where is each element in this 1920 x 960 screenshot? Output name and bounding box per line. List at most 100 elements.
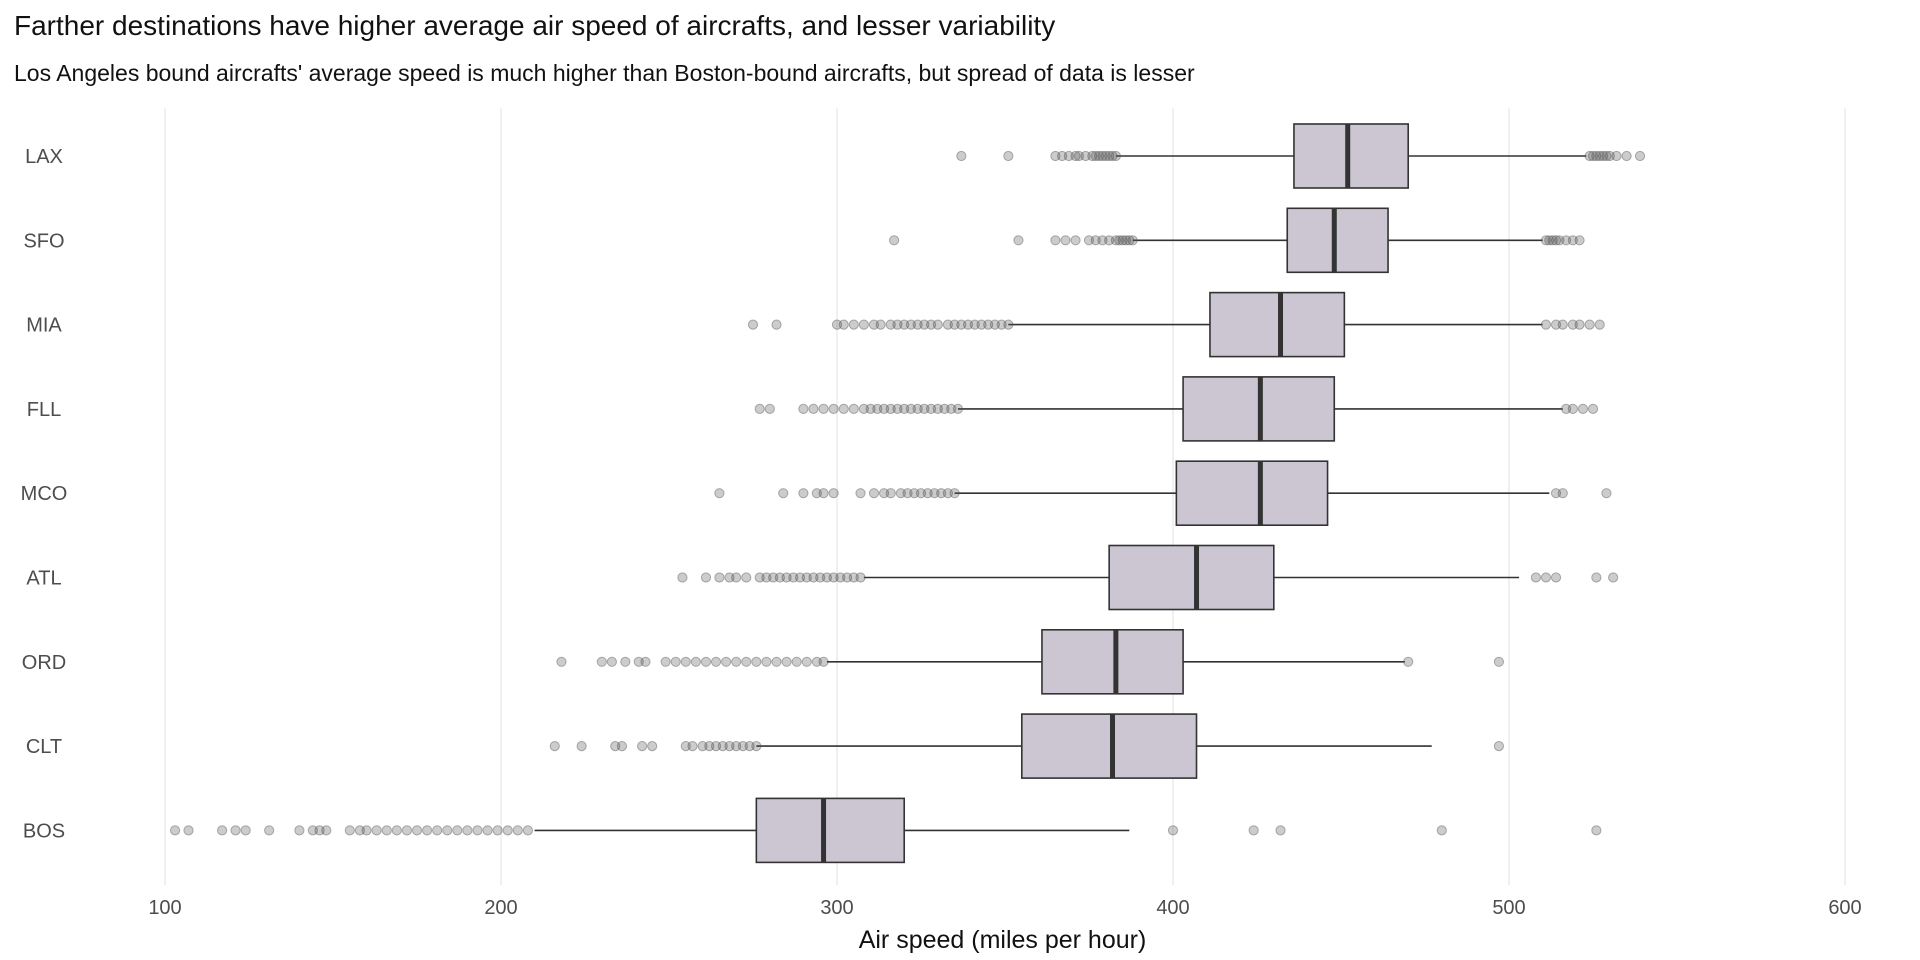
outlier-point	[909, 488, 920, 499]
outlier-point	[1574, 319, 1585, 330]
outlier-point	[169, 825, 181, 836]
outlier-point	[391, 825, 402, 836]
outliers-mco	[714, 488, 1612, 499]
outlier-point	[670, 656, 681, 667]
outlier-point	[774, 572, 785, 583]
outlier-point	[1550, 488, 1562, 499]
outliers-clt	[549, 741, 1505, 752]
y-tick-label: SFO	[23, 230, 64, 252]
outlier-point	[1530, 572, 1541, 583]
outlier-point	[1611, 150, 1622, 162]
outlier-point	[848, 572, 859, 583]
outlier-point	[791, 656, 802, 667]
outlier-point	[1621, 150, 1632, 162]
outlier-point	[1093, 150, 1105, 162]
box-iqr	[755, 797, 905, 864]
outlier-point	[1587, 403, 1599, 414]
outlier-point	[915, 488, 927, 499]
outlier-point	[1601, 488, 1612, 499]
box-clt	[756, 713, 1432, 779]
box-iqr	[1209, 291, 1346, 358]
outlier-point	[996, 319, 1007, 330]
y-axis-ticks: LAX SFO MIA FLL MCO ATL ORD CLT BOS	[21, 146, 68, 842]
outlier-point	[549, 741, 560, 752]
outlier-point	[1167, 825, 1179, 836]
outlier-point	[700, 656, 712, 667]
outliers-atl	[677, 572, 1619, 583]
outlier-point	[1550, 319, 1562, 330]
outlier-point	[885, 319, 896, 330]
outlier-point	[442, 825, 453, 836]
outlier-point	[771, 656, 782, 667]
outlier-point	[946, 403, 957, 414]
outlier-point	[1493, 656, 1505, 667]
outlier-point	[1083, 235, 1095, 246]
outlier-point	[925, 319, 937, 330]
outlier-point	[754, 403, 765, 414]
box-mia	[1008, 291, 1543, 358]
x-tick-label: 400	[1156, 897, 1189, 919]
outlier-point	[640, 656, 651, 667]
outlier-point	[371, 825, 382, 836]
outlier-point	[1080, 150, 1091, 162]
outlier-point	[724, 741, 735, 752]
outlier-point	[848, 403, 859, 414]
y-tick-label: LAX	[25, 146, 63, 168]
outlier-point	[1070, 150, 1081, 162]
outlier-point	[895, 488, 906, 499]
outlier-point	[919, 319, 930, 330]
outlier-point	[1003, 319, 1014, 330]
outlier-point	[841, 572, 853, 583]
outlier-point	[761, 572, 772, 583]
outlier-point	[714, 488, 725, 499]
outlier-point	[1248, 825, 1259, 836]
outliers-mia	[747, 319, 1605, 330]
outlier-point	[710, 741, 722, 752]
outlier-point	[741, 656, 752, 667]
outlier-point	[858, 403, 869, 414]
outlier-point	[919, 403, 930, 414]
outlier-point	[741, 572, 752, 583]
outlier-point	[606, 656, 617, 667]
outlier-point	[1540, 572, 1552, 583]
outlier-point	[922, 488, 933, 499]
box-sfo	[1132, 207, 1543, 274]
outlier-point	[731, 741, 742, 752]
outlier-point	[512, 825, 523, 836]
outlier-point	[1124, 235, 1135, 246]
outlier-point	[771, 319, 782, 330]
gridlines	[164, 108, 1846, 885]
outlier-point	[700, 572, 712, 583]
outlier-point	[321, 825, 332, 836]
box-iqr	[1108, 544, 1275, 611]
outlier-point	[768, 572, 779, 583]
outlier-point	[401, 825, 413, 836]
box-lax	[1115, 123, 1587, 189]
y-tick-label: ATL	[26, 568, 61, 590]
outlier-point	[949, 488, 960, 499]
outlier-point	[344, 825, 355, 836]
outlier-point	[912, 319, 923, 330]
box-atl	[863, 544, 1520, 611]
outlier-point	[637, 741, 648, 752]
outlier-point	[801, 656, 812, 667]
outlier-point	[731, 656, 742, 667]
outlier-point	[942, 319, 953, 330]
outlier-point	[828, 403, 839, 414]
y-tick-label: MCO	[21, 483, 68, 505]
outlier-point	[808, 572, 819, 583]
outlier-point	[1594, 319, 1605, 330]
outlier-point	[1561, 403, 1572, 414]
y-tick-label: BOS	[23, 820, 65, 842]
outlier-point	[680, 656, 691, 667]
outlier-point	[1087, 150, 1098, 162]
outlier-point	[620, 656, 631, 667]
outlier-point	[942, 488, 953, 499]
outlier-point	[1567, 319, 1578, 330]
outlier-point	[660, 656, 671, 667]
x-tick-label: 200	[484, 897, 517, 919]
x-tick-label: 600	[1828, 897, 1861, 919]
outlier-point	[838, 319, 849, 330]
outlier-point	[956, 319, 967, 330]
